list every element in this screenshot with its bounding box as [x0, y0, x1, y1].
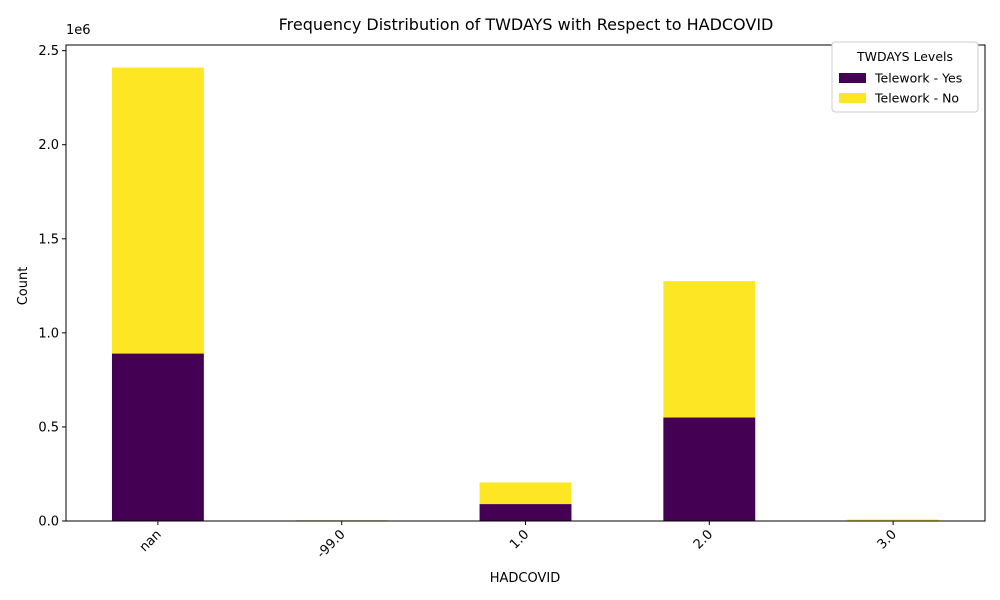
chart-title: Frequency Distribution of TWDAYS with Re…: [279, 15, 774, 34]
bar-telework-no-3: [663, 281, 756, 418]
y-axis-label: Count: [16, 267, 31, 306]
bar-telework-yes-3: [663, 417, 756, 521]
bar-telework-yes-0: [111, 353, 204, 521]
legend-label-telework-yes: Telework - Yes: [874, 71, 962, 86]
y-tick-label: 0.0: [38, 515, 59, 530]
bar-telework-no-4: [847, 519, 940, 521]
y-tick-label: 2.0: [38, 138, 59, 153]
bars-group: [111, 67, 940, 521]
y-axis-ticks: 0.0 0.5 1.0 1.5 2.0 2.5: [38, 44, 66, 530]
y-tick-label: 1.0: [38, 326, 59, 341]
y-tick-label: 1.5: [38, 232, 59, 247]
bar-telework-no-0: [111, 67, 204, 354]
legend-items: Telework - Yes Telework - No: [839, 71, 962, 106]
plot-frame: [65, 44, 986, 522]
legend: TWDAYS Levels Telework - Yes Telework - N…: [831, 41, 979, 113]
legend-frame: [831, 41, 979, 113]
x-axis-label: HADCOVID: [490, 571, 561, 586]
y-tick-label: 0.5: [38, 420, 59, 435]
bar-telework-yes-2: [479, 504, 572, 521]
bar-telework-no-2: [479, 482, 572, 505]
legend-swatch-telework-yes: [839, 73, 866, 83]
y-axis-offset-text: 1e6: [66, 23, 91, 38]
y-tick-label: 2.5: [38, 44, 59, 59]
legend-title: TWDAYS Levels: [856, 49, 953, 64]
legend-label-telework-no: Telework - No: [874, 91, 959, 106]
legend-swatch-telework-no: [839, 93, 866, 103]
